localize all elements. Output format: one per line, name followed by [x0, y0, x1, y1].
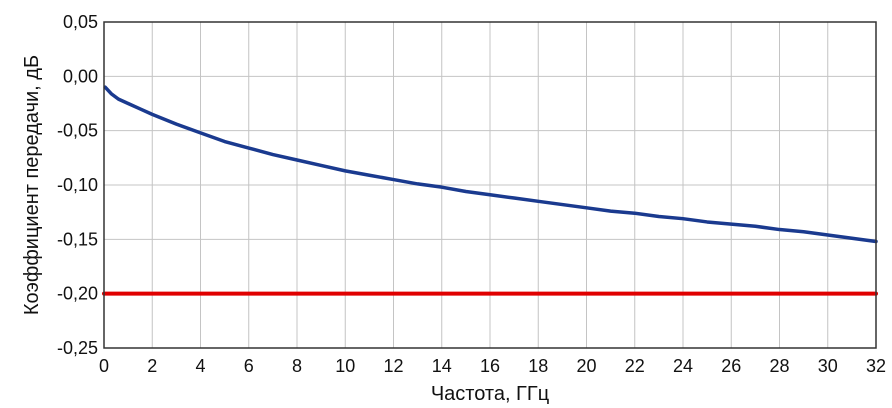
y-tick-labels: 0,05 0,00 -0,05 -0,10 -0,15 -0,20 -0,25 — [57, 12, 98, 358]
y-tick-label: -0,05 — [57, 121, 98, 141]
x-tick-label: 12 — [383, 356, 403, 376]
x-tick-label: 0 — [99, 356, 109, 376]
x-tick-label: 16 — [480, 356, 500, 376]
x-tick-label: 6 — [244, 356, 254, 376]
x-tick-label: 30 — [818, 356, 838, 376]
x-tick-label: 14 — [432, 356, 452, 376]
y-tick-label: -0,25 — [57, 338, 98, 358]
y-tick-label: 0,05 — [63, 12, 98, 32]
series-layer — [102, 85, 878, 296]
x-tick-labels: 0 2 4 6 8 10 12 14 16 18 20 22 24 26 28 30 32 — [99, 356, 886, 376]
y-axis-title: Коэффициент передачи, дБ — [21, 55, 43, 315]
x-axis-title: Частота, ГГц — [431, 383, 549, 405]
x-tick-label: 28 — [769, 356, 789, 376]
x-tick-label: 26 — [721, 356, 741, 376]
series-line-blue — [103, 85, 878, 244]
x-tick-label: 32 — [866, 356, 886, 376]
x-tick-label: 10 — [335, 356, 355, 376]
x-tick-label: 18 — [528, 356, 548, 376]
plot-frame — [103, 21, 877, 349]
x-tick-label: 24 — [673, 356, 693, 376]
x-tick-label: 8 — [292, 356, 302, 376]
x-tick-label: 4 — [195, 356, 205, 376]
x-tick-label: 2 — [147, 356, 157, 376]
x-tick-label: 20 — [576, 356, 596, 376]
y-tick-label: 0,00 — [63, 66, 98, 86]
y-tick-label: -0,10 — [57, 175, 98, 195]
y-tick-label: -0,15 — [57, 229, 98, 249]
y-tick-label: -0,20 — [57, 284, 98, 304]
x-tick-label: 22 — [625, 356, 645, 376]
